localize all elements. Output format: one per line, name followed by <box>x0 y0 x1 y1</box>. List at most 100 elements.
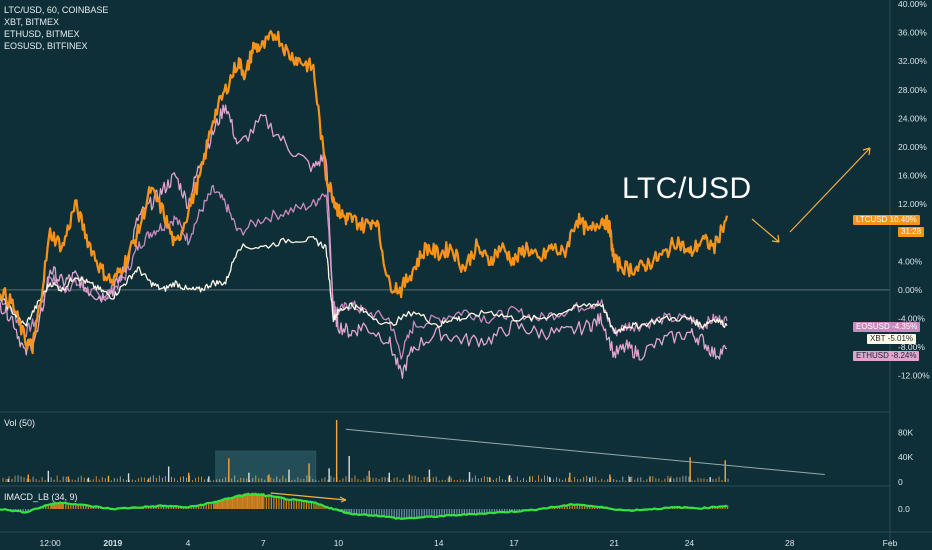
price-axis-tick-label: 0.00% <box>898 285 923 295</box>
macd-histogram-bar <box>321 504 323 509</box>
volume-bar <box>724 460 726 482</box>
macd-histogram-bar <box>221 498 224 509</box>
macd-pane[interactable] <box>0 492 729 521</box>
volume-bar <box>375 477 377 482</box>
macd-histogram-bar <box>265 494 267 509</box>
eos-price-badge: EOSUSD -4.35% <box>853 322 921 332</box>
volume-bar <box>689 457 691 482</box>
volume-bar <box>87 477 90 482</box>
volume-bar <box>655 478 657 482</box>
macd-histogram-bar <box>433 509 435 518</box>
volume-bar <box>426 476 428 482</box>
macd-histogram-bar <box>406 509 408 520</box>
annotation-group <box>270 147 871 503</box>
legend-item-eth[interactable]: ETHUSD, BITMEX <box>4 29 80 39</box>
macd-histogram-bar <box>441 509 443 517</box>
volume-bar <box>306 475 308 482</box>
volume-pane[interactable] <box>2 420 825 483</box>
price-axis-tick-label: 20.00% <box>898 142 927 152</box>
volume-bar <box>568 477 570 482</box>
macd-histogram-bar <box>461 509 463 516</box>
macd-histogram-bar <box>150 506 152 509</box>
volume-bar <box>258 478 260 482</box>
volume-bar <box>345 476 347 482</box>
volume-bar <box>309 476 311 482</box>
ltc-price-badge: LTCUSD 10.40% <box>853 215 920 225</box>
volume-bar <box>335 420 338 482</box>
macd-line[interactable] <box>0 492 728 521</box>
volume-bar <box>634 479 636 482</box>
macd-histogram-bar <box>431 509 433 518</box>
macd-histogram-bar <box>87 505 89 509</box>
macd-pane-label[interactable]: IMACD_LB (34, 9) <box>4 492 78 502</box>
volume-trendline[interactable] <box>345 428 825 476</box>
macd-histogram-bar <box>58 502 61 509</box>
volume-bar <box>625 480 627 482</box>
price-axis-tick-label: 40.00% <box>898 0 927 9</box>
volume-bar <box>98 479 100 482</box>
volume-bar <box>222 478 224 482</box>
legend-item-ltc[interactable]: LTC/USD, 60, COINBASE <box>4 5 109 15</box>
volume-bar <box>441 479 443 482</box>
series-line-ltc[interactable] <box>0 30 729 355</box>
volume-bar <box>210 480 212 482</box>
volume-bar <box>417 477 419 482</box>
macd-histogram-bar <box>229 497 231 509</box>
volume-bar <box>592 476 594 482</box>
series-line-eth[interactable] <box>0 104 728 379</box>
volume-bar <box>192 480 194 482</box>
volume-bar <box>125 480 127 482</box>
volume-bar <box>324 477 326 482</box>
volume-bar <box>553 479 555 482</box>
volume-bar <box>11 478 13 482</box>
volume-bar <box>113 477 115 482</box>
macd-histogram-bar <box>254 492 256 509</box>
volume-bar <box>53 479 55 482</box>
ltc-badge-name: LTCUSD <box>856 215 888 224</box>
time-axis-tick-label: 21 <box>609 538 619 548</box>
macd-histogram-bar <box>175 505 177 509</box>
legend-item-eos[interactable]: EOSUSD, BITFINEX <box>4 41 88 51</box>
price-axis-tick-label: 32.00% <box>898 56 927 66</box>
volume-bar <box>333 477 335 482</box>
volume-bar <box>198 476 200 482</box>
volume-bar <box>308 463 310 482</box>
macd-histogram-bar <box>61 502 63 509</box>
macd-histogram-bar <box>72 503 74 509</box>
volume-bar <box>489 477 491 482</box>
price-comparison-pane[interactable] <box>0 30 890 379</box>
macd-histogram-bar <box>270 494 272 509</box>
macd-histogram-bar <box>53 503 56 509</box>
macd-histogram-bar <box>208 502 210 509</box>
macd-histogram-bar <box>319 503 321 509</box>
macd-histogram-bar <box>45 505 47 509</box>
macd-histogram-bar <box>231 496 234 509</box>
volume-bar <box>264 479 266 482</box>
macd-axis-tick-label: 0.0 <box>898 504 910 514</box>
volume-bar <box>664 478 666 482</box>
volume-bar <box>228 458 230 482</box>
volume-bar <box>312 478 314 482</box>
legend-item-xbt[interactable]: XBT, BITMEX <box>4 17 60 27</box>
macd-histogram-bar <box>403 509 405 520</box>
down-arrow-line <box>751 218 780 243</box>
volume-bar <box>607 479 609 482</box>
volume-pane-label[interactable]: Vol (50) <box>4 418 36 428</box>
price-axis-tick-label: -8.00% <box>898 342 925 352</box>
volume-bar <box>658 478 660 482</box>
macd-histogram-bar <box>398 509 400 520</box>
volume-bar <box>477 478 479 482</box>
volume-bar <box>444 480 446 482</box>
volume-bar <box>348 455 350 482</box>
macd-histogram-bar <box>386 509 388 518</box>
series-line-xbt[interactable] <box>0 236 728 335</box>
macd-histogram-bar <box>220 500 222 509</box>
volume-bar <box>56 475 58 482</box>
volume-bar <box>195 477 197 482</box>
macd-histogram-bar <box>238 494 240 509</box>
macd-histogram-bar <box>70 503 72 509</box>
volume-bar <box>270 477 272 482</box>
macd-histogram-bar <box>280 496 282 509</box>
volume-bar <box>208 476 210 482</box>
